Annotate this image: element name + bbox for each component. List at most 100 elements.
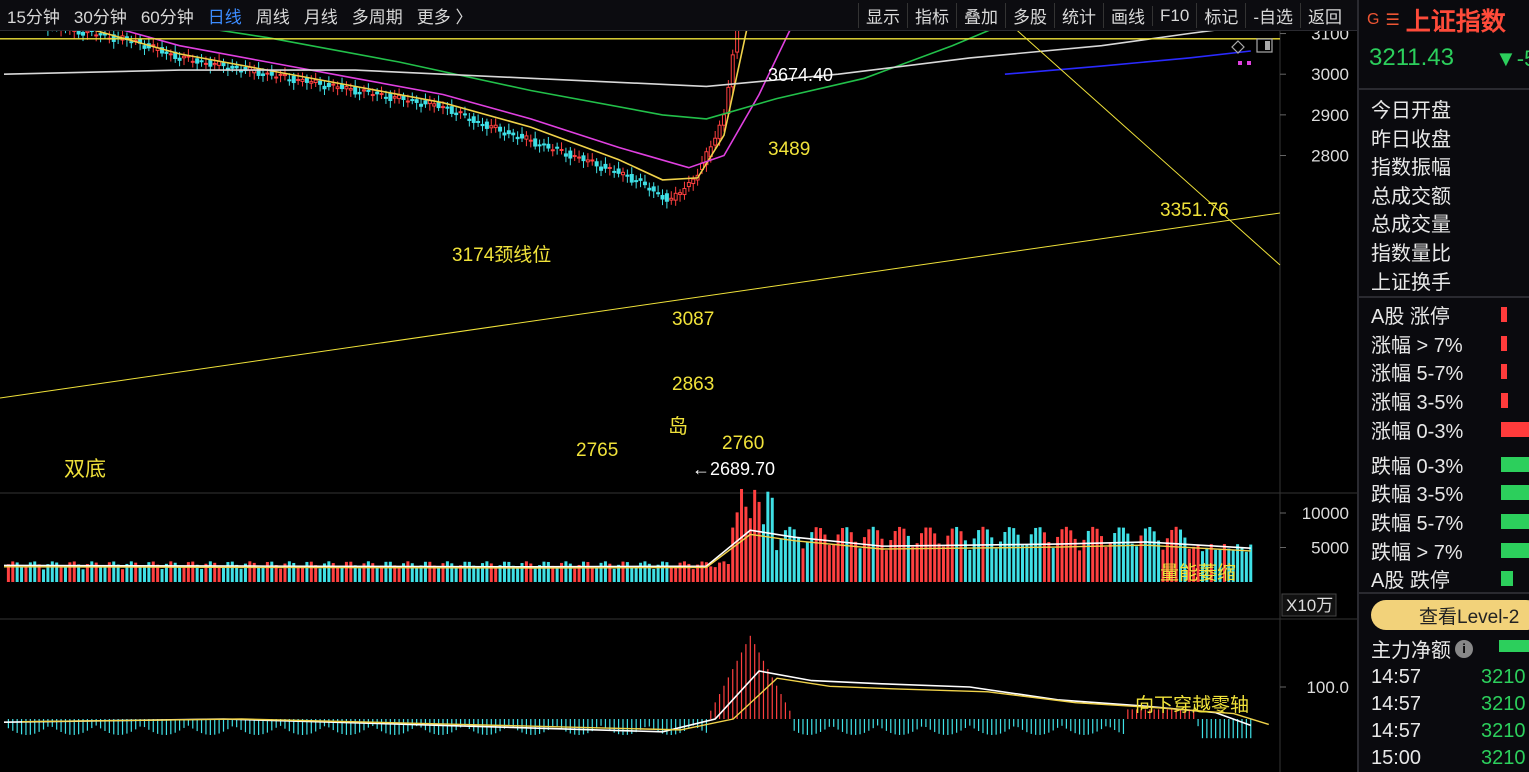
macd-tick-label: 100.0 — [1306, 678, 1349, 697]
candle-body — [515, 136, 520, 140]
volume-bar — [410, 563, 414, 582]
tool-button-8[interactable]: -自选 — [1245, 3, 1300, 28]
macd-dif-line — [3, 670, 1252, 733]
unit-box — [1281, 593, 1337, 617]
breadth-bar — [1501, 571, 1513, 587]
tool-button-5[interactable]: 画线 — [1103, 3, 1152, 28]
tool-button-3[interactable]: 多股 — [1005, 3, 1054, 28]
level-label: 2760 — [722, 433, 764, 454]
candle-body — [656, 192, 661, 195]
volume-bar — [1179, 529, 1183, 582]
period-tab-3[interactable]: 日线 — [207, 8, 242, 27]
volume-bar — [669, 566, 673, 582]
volume-bar — [524, 561, 528, 582]
breadth-label: 跌幅 3-5% — [1371, 484, 1464, 507]
volume-bar — [204, 563, 208, 582]
candle-body — [480, 123, 485, 127]
volume-bar — [704, 562, 708, 582]
candle-body — [647, 187, 652, 191]
volume-bar — [243, 563, 247, 582]
tool-button-2[interactable]: 叠加 — [956, 3, 1005, 28]
candle-body — [669, 197, 674, 201]
breadth-label: 跌幅 > 7% — [1371, 541, 1463, 564]
volume-bar — [55, 562, 59, 582]
candle-body — [638, 178, 643, 181]
menu-icon[interactable]: ☰ — [1385, 12, 1400, 29]
volume-bar — [186, 562, 190, 582]
candle-body — [607, 166, 612, 169]
volume-bar — [1196, 544, 1200, 582]
volume-bar — [248, 561, 252, 582]
volume-bar — [1205, 547, 1209, 582]
period-tab-6[interactable]: 多周期 — [351, 8, 403, 27]
volume-bar — [726, 564, 730, 582]
volume-bar — [90, 561, 94, 582]
period-tab-2[interactable]: 60分钟 — [140, 8, 194, 27]
volume-bar — [906, 535, 910, 582]
volume-bar — [722, 561, 726, 582]
volume-bar — [107, 562, 111, 582]
candle-body — [94, 34, 99, 37]
volume-bar — [182, 566, 186, 582]
level2-button[interactable]: 查看Level-2 — [1371, 600, 1529, 630]
candle-body — [533, 138, 538, 147]
price-tick-label: 2900 — [1311, 106, 1349, 125]
volume-bar — [581, 561, 585, 582]
tool-button-6[interactable]: F10 — [1152, 5, 1196, 26]
level-label: 3351.76 — [1160, 200, 1229, 221]
period-tab-7[interactable]: 更多 〉 — [416, 8, 473, 27]
tool-button-0[interactable]: 显示 — [858, 3, 907, 28]
candle-body — [291, 75, 296, 84]
volume-bar — [520, 562, 524, 582]
volume-bar — [920, 533, 924, 582]
info-icon[interactable]: i — [1455, 639, 1473, 658]
volume-bar — [639, 562, 643, 582]
kline-chart[interactable]: 2800290030003100320033003400350036005000… — [0, 31, 1357, 772]
tool-button-7[interactable]: 标记 — [1196, 3, 1245, 28]
stat-label: 昨日收盘 — [1371, 128, 1451, 151]
volume-bar — [1078, 550, 1082, 582]
tool-button-9[interactable]: 返回 — [1300, 3, 1349, 28]
volume-bar — [577, 564, 581, 582]
candle-body — [296, 78, 301, 81]
period-tab-4[interactable]: 周线 — [255, 8, 290, 27]
volume-bar — [222, 566, 225, 582]
volume-bar — [564, 561, 568, 582]
candle-body — [577, 156, 582, 159]
volume-bar — [748, 518, 752, 582]
period-tab-1[interactable]: 30分钟 — [73, 8, 127, 27]
candle-body — [572, 155, 577, 158]
volume-bar — [362, 563, 366, 582]
candle-body — [353, 86, 358, 95]
stat-label: 指数振幅 — [1371, 157, 1451, 180]
candle-body — [348, 88, 353, 91]
volume-bar — [634, 567, 638, 582]
volume-bar — [744, 506, 748, 582]
candle-body — [419, 103, 424, 107]
candle-body — [634, 180, 639, 183]
tool-button-1[interactable]: 指标 — [907, 3, 956, 28]
volume-bar — [533, 568, 537, 582]
volume-bar — [858, 548, 862, 582]
double-bottom-label: 双底 — [64, 458, 106, 481]
candle-body — [502, 132, 507, 136]
period-tab-0[interactable]: 15分钟 — [7, 8, 60, 27]
volume-bar — [1218, 549, 1222, 582]
candle-body — [612, 170, 617, 173]
volume-bar — [1227, 548, 1231, 582]
g-icon[interactable]: G — [1367, 11, 1380, 28]
candle-body — [730, 54, 735, 88]
candle-body — [203, 62, 208, 65]
tick-value: 3210 — [1481, 693, 1526, 715]
volume-bar — [560, 562, 564, 582]
volume-bar — [889, 540, 893, 582]
period-tab-5[interactable]: 月线 — [303, 8, 338, 27]
volume-bar — [11, 561, 15, 582]
index-name: 上证指数 — [1405, 8, 1506, 36]
volume-bar — [401, 563, 405, 582]
volume-bar — [832, 544, 836, 582]
volume-bar — [1064, 526, 1068, 582]
candle-body — [239, 70, 244, 73]
tool-button-4[interactable]: 统计 — [1054, 3, 1103, 28]
volume-bar — [981, 526, 985, 582]
